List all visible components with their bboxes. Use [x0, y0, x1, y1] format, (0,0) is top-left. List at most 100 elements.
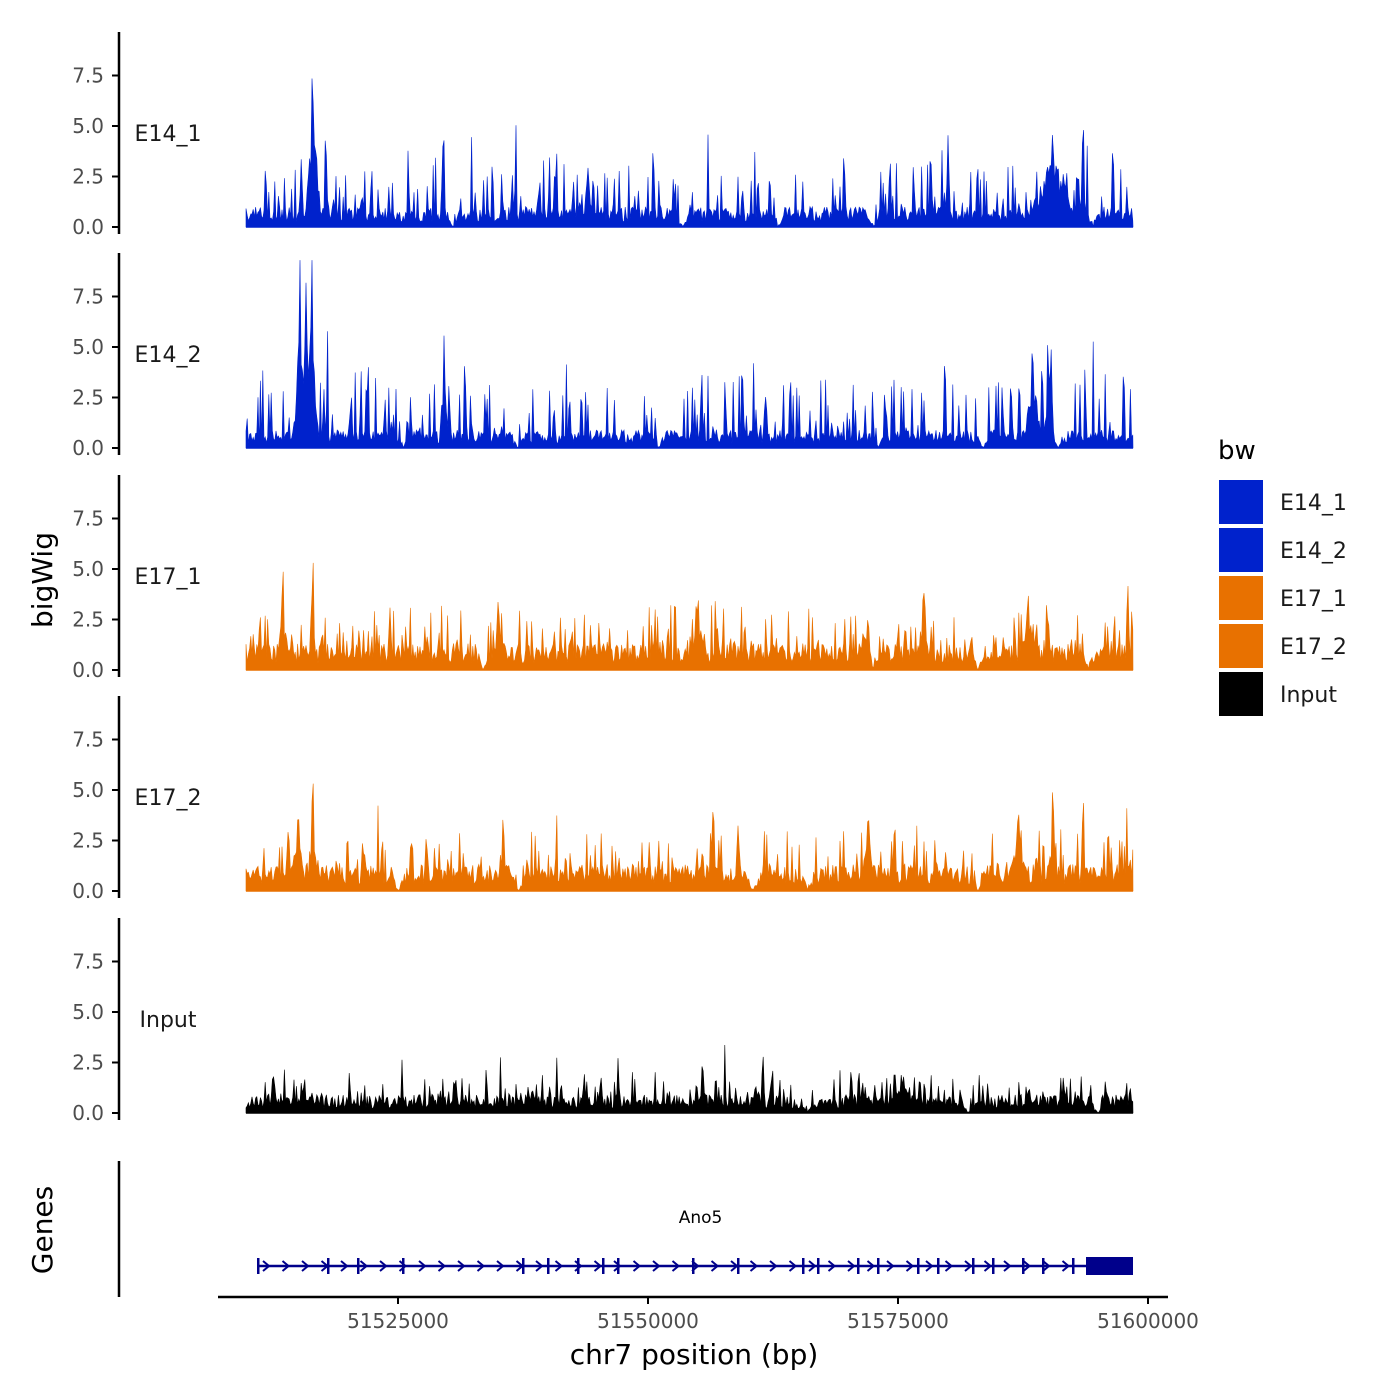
legend-swatch-E17_2: [1219, 624, 1263, 668]
signal-area-Input: [245, 1044, 1134, 1114]
y-tick-label-E14_2-1: 2.5: [72, 386, 104, 410]
track-label-Input: Input: [140, 1008, 197, 1033]
track-E17_1: 0.0 2.5 5.0 7.5 E17_1: [72, 475, 1134, 682]
x-tick-label-1: 51550000: [597, 1309, 699, 1333]
legend-swatch-E14_1: [1219, 480, 1263, 524]
exon-5: [547, 1258, 550, 1274]
y-tick-label-Input-0: 0.0: [72, 1101, 104, 1125]
legend-swatch-E17_1: [1219, 576, 1263, 620]
strand-arrow: [847, 1260, 856, 1272]
y-axis-title-genes: Genes: [26, 1186, 59, 1274]
gene-label-Ano5: Ano5: [679, 1208, 723, 1228]
strand-arrow: [652, 1260, 661, 1272]
strand-arrow: [281, 1260, 291, 1272]
exon-19: [1022, 1258, 1025, 1274]
y-tick-label-E17_2-0: 0.0: [72, 879, 104, 903]
legend-swatch-E14_2: [1219, 528, 1263, 572]
track-label-E14_1: E14_1: [135, 122, 202, 147]
y-tick-label-E17_2-3: 7.5: [72, 728, 104, 752]
gene-terminal-block: [1086, 1257, 1133, 1275]
gene-track: Ano5: [117, 1161, 1133, 1297]
exon-20: [1042, 1258, 1045, 1274]
legend-swatch-Input: [1219, 672, 1263, 716]
legend-label-E17_1: E17_1: [1280, 587, 1347, 612]
strand-arrow: [535, 1260, 544, 1272]
x-axis-title: chr7 position (bp): [570, 1338, 819, 1371]
track-label-E17_1: E17_1: [135, 565, 202, 590]
strand-arrow: [476, 1260, 486, 1272]
exon-14: [877, 1258, 880, 1274]
x-axis: 51525000 51550000 51575000 51600000: [218, 1295, 1199, 1333]
exon-17: [972, 1258, 975, 1274]
strand-arrow: [964, 1260, 973, 1272]
strand-arrow: [359, 1260, 369, 1272]
y-tick-label-E17_2-1: 2.5: [72, 829, 104, 853]
track-E14_2: 0.0 2.5 5.0 7.5 E14_2: [72, 253, 1134, 460]
y-tick-label-E14_1-0: 0.0: [72, 215, 104, 239]
legend-label-E17_2: E17_2: [1280, 635, 1347, 660]
strand-arrow: [632, 1260, 642, 1272]
x-tick-label-3: 51600000: [1097, 1309, 1199, 1333]
y-tick-label-E14_2-2: 5.0: [72, 335, 104, 359]
signal-area-E14_2: [245, 260, 1134, 449]
strand-arrow: [749, 1260, 759, 1272]
exon-13: [857, 1258, 860, 1274]
strand-arrow: [340, 1260, 349, 1272]
exon-15: [917, 1258, 920, 1274]
legend-title: bw: [1218, 436, 1256, 466]
strand-arrow: [1061, 1260, 1071, 1272]
y-tick-label-E14_1-2: 5.0: [72, 114, 104, 138]
strand-arrow: [437, 1260, 447, 1272]
y-tick-label-Input-2: 5.0: [72, 1000, 104, 1024]
exon-1: [327, 1258, 330, 1274]
y-tick-label-E17_1-2: 5.0: [72, 557, 104, 581]
exon-9: [692, 1258, 695, 1274]
strand-arrow: [398, 1260, 408, 1272]
strand-arrow: [301, 1260, 310, 1272]
strand-arrow: [457, 1260, 466, 1272]
strand-arrow: [827, 1260, 837, 1272]
strand-arrow: [593, 1260, 603, 1272]
legend-label-E14_1: E14_1: [1280, 491, 1347, 516]
legend-label-Input: Input: [1280, 683, 1337, 708]
exon-21: [1072, 1258, 1075, 1274]
exon-2: [357, 1258, 360, 1274]
exon-8: [617, 1258, 620, 1274]
y-tick-label-E14_1-3: 7.5: [72, 64, 104, 88]
y-axis-title-bigwig: bigWig: [26, 532, 59, 628]
strand-arrow: [613, 1260, 622, 1272]
track-label-E14_2: E14_2: [135, 343, 202, 368]
exon-4: [522, 1258, 525, 1274]
legend-label-E14_2: E14_2: [1280, 539, 1347, 564]
exon-7: [602, 1258, 605, 1274]
strand-arrow: [905, 1260, 915, 1272]
signal-tracks: 0.0 2.5 5.0 7.5 E14_1 0.0 2.5 5.0 7.5 E14_2 0.0 2.5…: [72, 32, 1134, 1125]
track-E14_1: 0.0 2.5 5.0 7.5 E14_1: [72, 32, 1134, 239]
exon-3: [402, 1258, 405, 1274]
signal-area-E17_1: [245, 562, 1134, 671]
strand-arrow: [1003, 1260, 1012, 1272]
signal-area-E14_1: [245, 78, 1134, 228]
exon-6: [577, 1258, 580, 1274]
strand-arrow: [944, 1260, 954, 1272]
strand-arrow: [983, 1260, 993, 1272]
strand-arrow: [418, 1260, 427, 1272]
strand-arrow: [769, 1260, 778, 1272]
y-tick-label-E14_1-1: 2.5: [72, 165, 104, 189]
strand-arrow: [554, 1260, 564, 1272]
strand-arrow: [671, 1260, 681, 1272]
exon-11: [802, 1258, 805, 1274]
strand-arrow: [886, 1260, 895, 1272]
strand-arrow: [925, 1260, 934, 1272]
strand-arrow: [808, 1260, 817, 1272]
strand-arrow: [788, 1260, 798, 1272]
y-tick-label-E17_2-2: 5.0: [72, 778, 104, 802]
strand-arrow: [1042, 1260, 1051, 1272]
y-tick-label-E14_2-3: 7.5: [72, 285, 104, 309]
track-label-E17_2: E17_2: [135, 786, 202, 811]
track-Input: 0.0 2.5 5.0 7.5 Input: [72, 918, 1134, 1125]
y-tick-label-E14_2-0: 0.0: [72, 436, 104, 460]
y-tick-label-E17_1-3: 7.5: [72, 507, 104, 531]
strand-arrow: [379, 1260, 388, 1272]
